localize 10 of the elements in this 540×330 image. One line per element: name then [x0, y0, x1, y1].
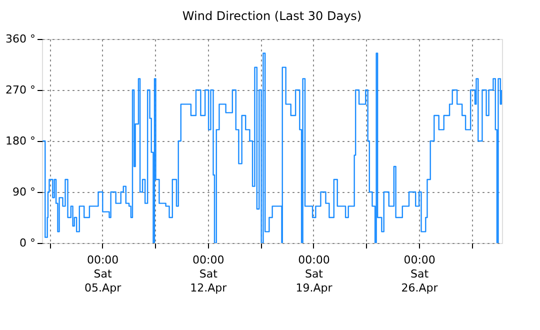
y-tick-label: 90 ° [12, 186, 36, 198]
x-tick-label: 00:00 Sat 26.Apr [401, 254, 438, 294]
x-tick-label: 00:00 Sat 19.Apr [296, 254, 333, 294]
x-tick-label: 00:00 Sat 12.Apr [190, 254, 228, 294]
x-tick-label: 00:00 Sat 05.Apr [84, 254, 122, 294]
y-tick-label: 270 ° [6, 84, 36, 96]
chart-title: Wind Direction (Last 30 Days) [182, 9, 362, 23]
y-tick-label: 0 ° [20, 236, 36, 250]
y-tick-label: 180 ° [6, 134, 36, 148]
y-tick-label: 360 ° [6, 32, 36, 46]
